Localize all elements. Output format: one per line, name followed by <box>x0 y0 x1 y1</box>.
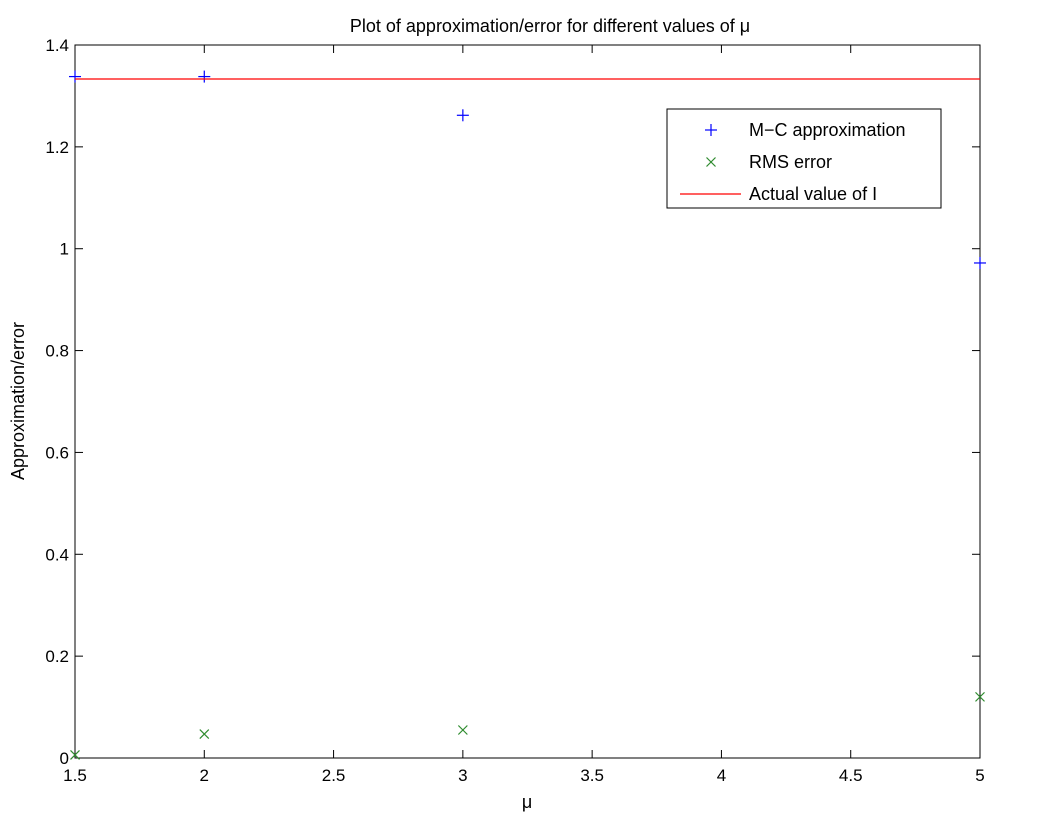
legend-box <box>666 108 942 209</box>
mc-approximation-point <box>69 70 81 83</box>
y-tick-label: 1.4 <box>45 36 69 55</box>
x-tick-label: 3.5 <box>580 766 604 785</box>
y-tick-label: 0.2 <box>45 647 69 666</box>
legend-label-mc: M−C approximation <box>749 120 906 140</box>
y-tick-label: 1.2 <box>45 138 69 157</box>
mc-approximation-point <box>198 70 211 83</box>
mc-approximation-point <box>456 109 469 122</box>
legend-swatch-marker <box>706 157 716 167</box>
y-tick-label: 0.6 <box>45 443 69 462</box>
x-tick-label: 2 <box>200 766 209 785</box>
y-axis-label: Approximation/error <box>8 322 28 480</box>
marks-layer <box>69 70 986 760</box>
x-tick-label: 2.5 <box>322 766 346 785</box>
x-tick-label: 3 <box>458 766 467 785</box>
y-tick-label: 1 <box>60 240 69 259</box>
rms-error-point <box>199 729 210 739</box>
x-tick-label: 4 <box>717 766 726 785</box>
legend-label-actual: Actual value of I <box>749 184 877 204</box>
y-tick-label: 0.4 <box>45 545 69 564</box>
chart-title: Plot of approximation/error for differen… <box>350 16 750 36</box>
y-tick-label: 0 <box>60 749 69 768</box>
rms-error-point <box>457 725 468 735</box>
legend-swatch-marker <box>705 124 717 136</box>
y-tick-label: 0.8 <box>45 342 69 361</box>
x-tick-label: 4.5 <box>839 766 863 785</box>
legend-swatches <box>680 124 741 195</box>
legend: M−C approximation RMS error Actual value… <box>666 108 942 209</box>
legend-label-rms: RMS error <box>749 152 832 172</box>
mc-approximation-point <box>974 256 986 269</box>
x-axis-label: μ <box>522 792 532 812</box>
x-tick-label: 1.5 <box>63 766 87 785</box>
x-tick-label: 5 <box>975 766 984 785</box>
rms-error-point <box>70 750 80 760</box>
ticks-layer: 1.5 2 2.5 3 3.5 4 4.5 5 0 0.2 0.4 0.6 0.8 1 1.2 1.4 <box>45 36 984 785</box>
rms-error-point <box>975 691 985 702</box>
